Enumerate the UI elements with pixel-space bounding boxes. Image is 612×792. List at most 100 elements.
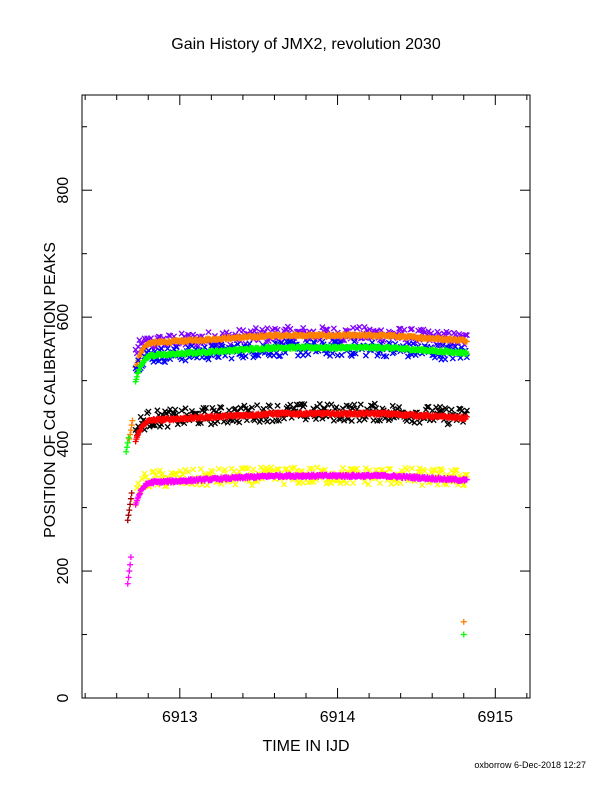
data-point-yellow xyxy=(245,465,252,472)
data-point-purple xyxy=(420,326,427,333)
data-point-black xyxy=(237,404,244,411)
data-point-black xyxy=(301,401,308,408)
data-point-yellow xyxy=(353,465,360,472)
early-point-magenta xyxy=(124,580,131,587)
data-point-blue xyxy=(352,350,359,357)
data-point-yellow xyxy=(416,465,423,472)
early-point-magenta xyxy=(125,574,132,581)
early-point-darkred xyxy=(124,517,131,524)
data-point-yellow xyxy=(388,480,395,487)
data-point-blue xyxy=(305,351,312,358)
data-point-yellow xyxy=(362,465,369,472)
data-point-blue xyxy=(178,356,185,363)
data-point-yellow xyxy=(248,482,256,489)
data-point-purple xyxy=(264,325,271,332)
data-point-yellow xyxy=(439,467,446,475)
data-point-purple xyxy=(195,342,202,349)
data-point-purple xyxy=(251,328,258,335)
data-point-purple xyxy=(287,325,294,332)
data-point-black xyxy=(351,401,358,408)
data-marks xyxy=(123,323,470,638)
data-point-yellow xyxy=(215,465,222,472)
data-point-purple xyxy=(361,324,368,331)
data-point-black xyxy=(197,419,204,427)
early-point-orange xyxy=(127,431,134,438)
axis-ticks: 6913 6914 6915 0 200 400 600 800 xyxy=(55,95,530,726)
data-point-black xyxy=(356,417,363,424)
data-point-black xyxy=(172,406,179,413)
data-point-black xyxy=(376,417,383,424)
data-point-black xyxy=(312,415,320,423)
chart-title: Gain History of JMX2, revolution 2030 xyxy=(171,36,441,53)
x-axis-label: TIME IN IJD xyxy=(262,738,350,755)
data-point-yellow xyxy=(177,468,184,475)
data-point-green xyxy=(463,351,470,358)
data-point-black xyxy=(337,416,344,423)
data-point-blue xyxy=(323,350,330,357)
data-point-yellow xyxy=(209,468,216,475)
data-point-purple xyxy=(356,323,363,330)
data-point-black xyxy=(348,417,355,425)
data-point-yellow xyxy=(387,465,394,472)
data-point-yellow xyxy=(282,466,289,473)
footer-timestamp: oxborrow 6-Dec-2018 12:27 xyxy=(474,760,586,770)
data-point-black xyxy=(178,407,185,414)
data-point-yellow xyxy=(150,468,157,475)
data-point-yellow xyxy=(323,480,330,487)
data-point-yellow xyxy=(204,482,211,489)
data-point-blue xyxy=(277,352,284,359)
data-point-orange xyxy=(463,338,470,345)
early-point-orange xyxy=(127,427,134,434)
y-tick-label: 200 xyxy=(55,558,72,585)
data-point-black xyxy=(357,401,364,408)
data-point-purple xyxy=(445,329,453,336)
data-point-black xyxy=(266,403,273,410)
early-point-orange xyxy=(126,436,133,443)
data-point-yellow xyxy=(141,470,148,477)
data-point-black xyxy=(264,418,271,425)
data-point-yellow xyxy=(179,471,187,478)
data-point-black xyxy=(448,406,455,413)
early-point-orange xyxy=(128,422,135,429)
data-point-black xyxy=(396,404,403,411)
y-tick-label: 0 xyxy=(55,693,72,702)
data-point-purple xyxy=(155,333,162,340)
data-point-purple xyxy=(274,326,281,333)
data-point-yellow xyxy=(280,481,288,488)
data-point-yellow xyxy=(403,466,410,473)
data-point-blue xyxy=(447,343,454,350)
data-point-black xyxy=(330,417,337,424)
early-point-green xyxy=(125,434,132,441)
data-point-yellow xyxy=(379,466,386,473)
data-point-yellow xyxy=(300,479,307,486)
data-point-blue xyxy=(338,351,345,359)
data-point-yellow xyxy=(419,482,426,489)
end-point-orange xyxy=(460,618,467,625)
data-point-black xyxy=(443,406,450,413)
data-point-yellow xyxy=(309,465,316,472)
data-point-yellow xyxy=(431,467,438,474)
early-point-green xyxy=(123,444,130,451)
data-point-black xyxy=(254,402,261,409)
data-point-black xyxy=(436,403,444,410)
data-point-yellow xyxy=(257,464,265,471)
data-point-blue xyxy=(410,340,417,347)
data-point-purple xyxy=(463,332,470,339)
data-point-yellow xyxy=(408,465,415,472)
data-point-blue xyxy=(439,342,446,349)
data-point-blue xyxy=(383,353,390,360)
data-point-yellow xyxy=(365,481,372,488)
data-point-purple xyxy=(366,326,373,333)
data-point-blue xyxy=(242,353,249,360)
early-point-darkred xyxy=(127,495,134,502)
data-point-purple xyxy=(319,324,326,331)
data-point-blue xyxy=(158,345,165,352)
early-point-magenta xyxy=(127,554,134,561)
data-point-blue xyxy=(351,338,358,345)
data-point-black xyxy=(411,419,418,426)
data-point-yellow xyxy=(250,466,257,473)
data-point-purple xyxy=(408,325,415,333)
data-point-yellow xyxy=(339,464,346,472)
data-point-yellow xyxy=(142,474,149,481)
data-point-blue xyxy=(205,356,212,363)
